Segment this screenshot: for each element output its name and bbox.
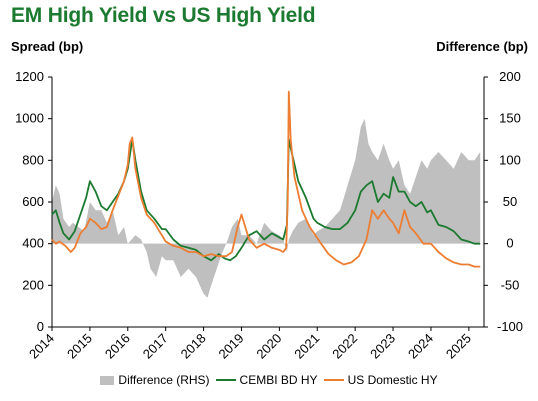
x-tick-label: 2023 bbox=[367, 331, 398, 362]
legend-label-difference: Difference (RHS) bbox=[118, 373, 210, 387]
y-tick-label: 200 bbox=[22, 277, 44, 292]
y-tick-label: 400 bbox=[22, 236, 44, 251]
x-tick-label: 2021 bbox=[291, 331, 322, 362]
series-us-line bbox=[51, 90, 481, 268]
y2-tick-label: 150 bbox=[499, 111, 521, 126]
legend: Difference (RHS) CEMBI BD HY US Domestic… bbox=[0, 373, 538, 387]
legend-swatch-cembi bbox=[215, 379, 236, 381]
right-axis-title: Difference (bp) bbox=[436, 39, 528, 54]
spread-chart: 0 200 400 600 800 1000 1200 -100 -50 0 50 100 150 200… bbox=[15, 69, 523, 362]
y2-tick-label: -50 bbox=[501, 277, 520, 292]
x-tick-label: 2025 bbox=[443, 331, 474, 362]
x-tick-label: 2020 bbox=[253, 331, 284, 362]
x-tick-label: 2022 bbox=[329, 331, 360, 362]
legend-swatch-difference bbox=[100, 375, 115, 385]
series-difference-area bbox=[52, 118, 481, 298]
y-tick-label: 1200 bbox=[15, 69, 44, 84]
y-tick-label: 600 bbox=[22, 194, 44, 209]
y2-tick-label: 200 bbox=[499, 69, 521, 84]
x-tick-label: 2015 bbox=[64, 331, 95, 362]
series-cembi-line bbox=[51, 138, 481, 262]
y2-tick-label: -100 bbox=[497, 319, 523, 334]
legend-item-cembi: CEMBI BD HY bbox=[215, 373, 318, 387]
legend-item-us: US Domestic HY bbox=[323, 373, 438, 387]
x-tick-label: 2014 bbox=[26, 331, 57, 362]
legend-item-difference: Difference (RHS) bbox=[100, 373, 210, 387]
left-axis-title: Spread (bp) bbox=[11, 39, 84, 54]
legend-swatch-us bbox=[323, 379, 344, 381]
x-tick-label: 2018 bbox=[178, 331, 209, 362]
x-tick-label: 2019 bbox=[216, 331, 247, 362]
y-tick-label: 0 bbox=[37, 319, 44, 334]
y-tick-label: 800 bbox=[22, 152, 44, 167]
x-tick-label: 2016 bbox=[102, 331, 133, 362]
legend-label-us: US Domestic HY bbox=[347, 373, 438, 387]
y-tick-label: 1000 bbox=[15, 111, 44, 126]
x-tick-label: 2017 bbox=[140, 331, 171, 362]
y2-tick-label: 100 bbox=[499, 152, 521, 167]
y2-tick-label: 50 bbox=[503, 194, 517, 209]
chart-title: EM High Yield vs US High Yield bbox=[11, 4, 316, 27]
x-tick-label: 2024 bbox=[405, 331, 436, 362]
y2-tick-label: 0 bbox=[506, 236, 513, 251]
legend-label-cembi: CEMBI BD HY bbox=[239, 373, 318, 387]
